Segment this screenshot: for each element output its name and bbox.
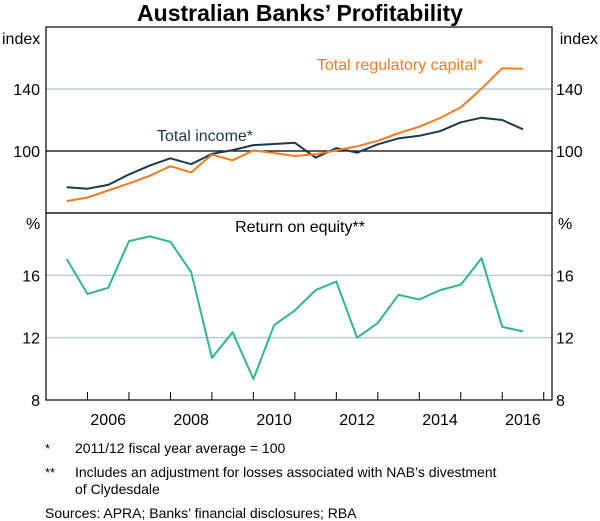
y-tick-label-right: 8 [556, 393, 565, 410]
legend-total-regulatory-capital: Total regulatory capital* [317, 57, 483, 74]
note-text-2b: of Clydesdale [75, 481, 160, 497]
series-line-1 [66, 67, 524, 203]
legend-total-income: Total income* [157, 128, 253, 145]
chart-title: Australian Banks’ Profitability [137, 0, 463, 26]
sources: Sources: APRA; Banks’ financial disclosu… [45, 505, 357, 521]
series-line-2 [65, 235, 524, 380]
y-tick-label-left: 140 [13, 82, 40, 99]
bottom-right-unit: % [558, 216, 572, 233]
y-tick-label-right: 100 [556, 144, 583, 161]
note-text-1: 2011/12 fiscal year average = 100 [75, 440, 285, 456]
legend-return-on-equity: Return on equity** [235, 219, 365, 236]
x-tick-label: 2008 [173, 412, 209, 429]
note-marker-1: * [45, 441, 50, 456]
x-tick-label: 2006 [90, 412, 126, 429]
top-left-unit: index [2, 31, 40, 48]
y-tick-label-left: 12 [22, 331, 40, 348]
y-tick-label-right: 16 [556, 268, 574, 285]
y-tick-label-right: 140 [556, 82, 583, 99]
y-tick-label-left: 100 [13, 144, 40, 161]
x-tick-label: 2010 [256, 412, 292, 429]
y-tick-label-left: 16 [22, 268, 40, 285]
note-text-2: Includes an adjustment for losses associ… [75, 464, 497, 480]
bottom-panel: 8 8 12 12 16 16 2006 2008 2010 2012 2014 2016 [22, 212, 574, 429]
y-tick-label-right: 12 [556, 331, 574, 348]
top-panel: 100 100 140 140 [13, 26, 583, 214]
x-tick-label: 2016 [505, 412, 541, 429]
note-marker-2: ** [45, 465, 55, 480]
x-tick-label: 2012 [339, 412, 375, 429]
series-line-0 [66, 116, 524, 190]
bottom-left-unit: % [26, 216, 40, 233]
top-right-unit: index [560, 31, 598, 48]
y-tick-label-left: 8 [31, 393, 40, 410]
panel-frame [45, 212, 553, 401]
x-tick-label: 2014 [422, 412, 458, 429]
